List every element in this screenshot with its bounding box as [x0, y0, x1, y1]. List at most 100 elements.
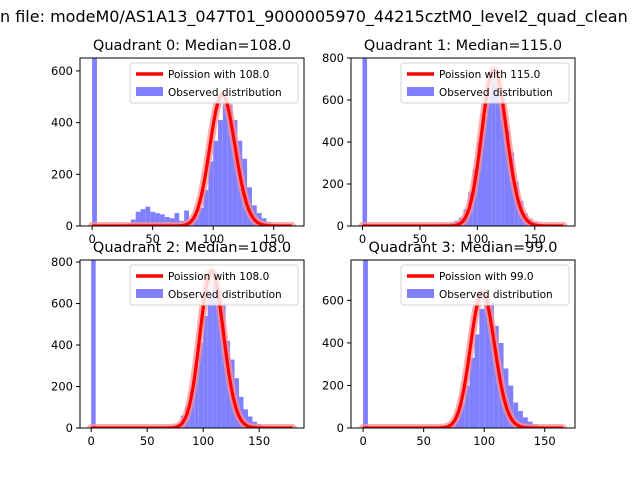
histogram-bar	[486, 91, 492, 226]
legend-label-observed: Observed distribution	[168, 289, 282, 301]
histogram-bar	[208, 161, 214, 226]
legend-box	[129, 264, 299, 306]
poisson-curve	[91, 93, 293, 226]
x-tick-label: 100	[473, 434, 495, 448]
x-tick-label: 0	[88, 232, 95, 246]
y-tick-label: 0	[337, 421, 344, 435]
legend-label-poisson: Poission with 108.0	[168, 69, 269, 81]
histogram-bar	[184, 210, 189, 226]
histogram-bar	[92, 58, 97, 226]
y-tick-label: 600	[51, 64, 73, 78]
histogram-bar	[459, 402, 465, 428]
histogram-bar	[474, 334, 480, 428]
y-tick-label: 600	[322, 293, 344, 307]
legend-label-poisson: Poission with 108.0	[168, 271, 269, 283]
histogram-bar	[218, 120, 223, 226]
histogram-bar	[248, 416, 253, 428]
histogram-bar	[150, 211, 156, 226]
histogram-bar	[164, 216, 170, 226]
legend: Poission with 108.0 Observed distribution	[129, 264, 299, 306]
histogram-bar	[464, 385, 470, 428]
legend-box	[400, 264, 570, 306]
y-tick-label: 0	[66, 219, 73, 233]
legend-swatch-observed	[407, 289, 434, 298]
histogram-bar	[140, 209, 146, 226]
histogram-bar	[203, 316, 208, 428]
legend-label-observed: Observed distribution	[439, 289, 553, 301]
quadrant-title: Quadrant 0: Median=108.0	[93, 38, 291, 54]
x-tick-label: 50	[140, 434, 155, 448]
histogram-bar	[221, 305, 226, 428]
x-tick-label: 0	[88, 434, 95, 448]
histogram-bar	[212, 282, 217, 428]
legend: Poission with 108.0 Observed distribution	[129, 62, 299, 104]
y-tick-label: 200	[322, 177, 344, 191]
legend-label-observed: Observed distribution	[168, 87, 282, 99]
x-tick-label: 100	[466, 232, 488, 246]
histogram-bar	[227, 104, 233, 226]
histogram-bar	[363, 260, 368, 428]
axes-frame	[79, 259, 305, 429]
x-tick-label: 150	[248, 434, 270, 448]
y-tick-label: 200	[322, 378, 344, 392]
quadrant-0-panel: 0 50 100 150 0 200 400 600 Quadrant 0: Median=10…	[51, 38, 305, 246]
y-tick-label: 400	[322, 336, 344, 350]
histogram-bar	[213, 140, 219, 226]
histogram-bar	[500, 97, 505, 226]
y-tick-label: 0	[337, 219, 344, 233]
y-tick-label: 200	[51, 167, 73, 181]
quadrant-title: Quadrant 1: Median=115.0	[364, 38, 562, 54]
histogram-bar	[481, 116, 487, 226]
histogram-bar	[222, 104, 228, 226]
y-tick-label: 400	[322, 135, 344, 149]
y-tick-label: 600	[322, 93, 344, 107]
axes-frame	[350, 259, 576, 429]
histogram-bar	[194, 365, 199, 428]
histogram-bar	[203, 189, 209, 226]
quadrant-2-panel: 0 50 100 150 0 200 400 600 800 Quadrant 2: Median…	[51, 240, 305, 448]
histogram-bar	[243, 409, 248, 428]
histogram-bar	[495, 81, 501, 226]
histogram-bar	[198, 207, 204, 226]
legend-swatch-observed	[136, 289, 163, 298]
legend-swatch-observed	[136, 87, 163, 96]
x-tick-label: 50	[413, 232, 428, 246]
histogram-bar	[522, 417, 528, 428]
legend-label-poisson: Poission with 99.0	[439, 271, 534, 283]
y-tick-label: 0	[66, 421, 73, 435]
x-tick-label: 150	[524, 232, 546, 246]
histogram-bar	[362, 58, 368, 226]
histogram-bar	[155, 213, 160, 226]
quadrant-title: Quadrant 3: Median=99.0	[369, 240, 558, 256]
histogram-bar	[232, 120, 238, 226]
histogram-bar	[174, 213, 180, 226]
histogram-bar	[216, 289, 222, 428]
y-tick-label: 600	[51, 297, 73, 311]
quadrant-3-panel: 0 50 100 150 0 200 400 600 Quadrant 3: Median=99…	[322, 240, 576, 448]
histogram-bar	[145, 206, 151, 226]
quadrant-1-panel: 0 50 100 150 0 200 400 600 800 Quadrant 1: Median…	[322, 38, 576, 246]
y-tick-label: 800	[51, 255, 73, 269]
x-tick-label: 150	[534, 434, 556, 448]
figure-title: n file: modeM0/AS1A13_047T01_9000005970_…	[0, 7, 628, 27]
histogram-bar	[504, 129, 510, 226]
x-tick-label: 50	[145, 232, 160, 246]
histogram-bar	[159, 214, 165, 226]
axes-frame	[79, 57, 305, 227]
histogram-bar	[469, 357, 475, 428]
poisson-curve-halo	[359, 288, 567, 428]
y-tick-label: 800	[322, 51, 344, 65]
legend-label-observed: Observed distribution	[439, 87, 553, 99]
quadrant-title: Quadrant 2: Median=108.0	[93, 240, 291, 256]
legend-box	[400, 62, 570, 104]
legend: Poission with 115.0 Observed distribution	[400, 62, 570, 104]
histogram-bar	[198, 342, 204, 428]
x-tick-label: 100	[192, 434, 214, 448]
x-tick-label: 0	[359, 434, 366, 448]
legend-box	[129, 62, 299, 104]
histogram-bar	[479, 308, 485, 428]
x-tick-label: 0	[359, 232, 366, 246]
x-tick-label: 50	[416, 434, 431, 448]
histogram-bar	[477, 142, 482, 226]
